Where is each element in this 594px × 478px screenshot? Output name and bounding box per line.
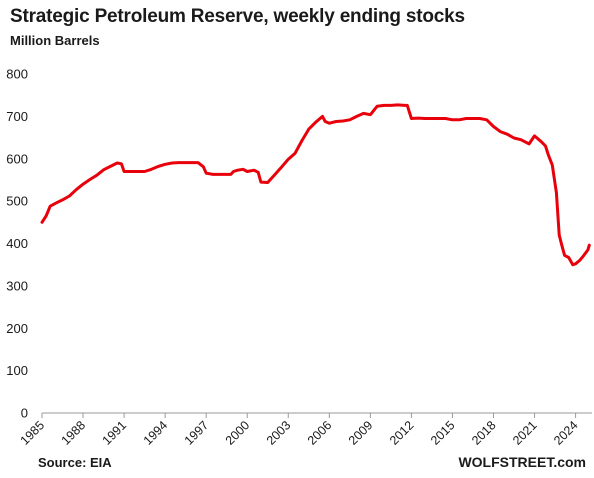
y-tick-label: 200 (6, 321, 28, 336)
x-tick-label: 1991 (100, 418, 130, 448)
x-tick-label: 1994 (141, 418, 171, 448)
y-tick-label: 300 (6, 278, 28, 293)
x-tick-label: 1985 (18, 418, 48, 448)
chart-subtitle: Million Barrels (10, 33, 100, 48)
x-tick-label: 2018 (469, 418, 499, 448)
x-tick-label: 2012 (387, 418, 417, 448)
plot-area (40, 103, 591, 267)
x-tick-label: 2024 (551, 418, 581, 448)
credit-label: WOLFSTREET.com (458, 454, 586, 470)
chart-title: Strategic Petroleum Reserve, weekly endi… (10, 6, 465, 27)
y-axis: 0 100 200 300 400 500 600 700 800 (6, 67, 28, 421)
y-tick-label: 800 (6, 67, 28, 82)
y-tick-label: 0 (21, 406, 28, 421)
x-tick-label: 2009 (346, 418, 376, 448)
x-tick-label: 2021 (510, 418, 540, 448)
x-tick-label: 1997 (182, 418, 212, 448)
x-tick-label: 1988 (59, 418, 89, 448)
y-tick-label: 700 (6, 109, 28, 124)
y-tick-label: 100 (6, 363, 28, 378)
x-tick-label: 2003 (264, 418, 294, 448)
x-axis: 1985 1988 1991 1994 1997 2000 2003 2006 2009 2012… (18, 412, 592, 448)
x-tick-label: 2006 (305, 418, 335, 448)
series-line (40, 103, 591, 267)
y-tick-label: 500 (6, 194, 28, 209)
y-tick-label: 600 (6, 151, 28, 166)
y-tick-label: 400 (6, 236, 28, 251)
source-note: Source: EIA (38, 455, 112, 470)
x-tick-label: 2015 (428, 418, 458, 448)
x-tick-label: 2000 (223, 418, 253, 448)
